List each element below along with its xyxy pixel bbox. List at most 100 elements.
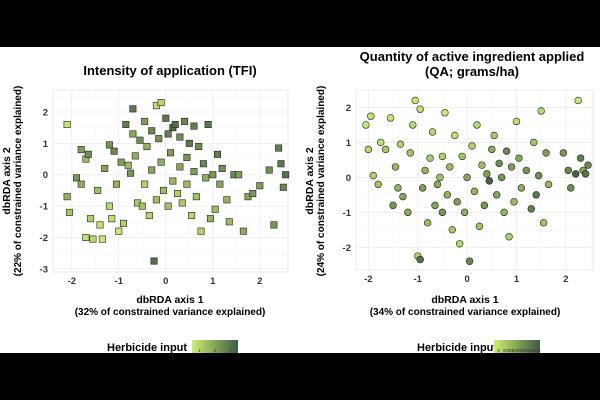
square-point: [218, 164, 226, 172]
square-point: [82, 233, 90, 241]
circle-point: [530, 138, 538, 147]
square-point: [197, 227, 205, 235]
square-point: [206, 215, 214, 223]
left-x-axis-sublabel: (32% of constrained variance explained): [75, 307, 266, 318]
y-tick-label: 2: [43, 107, 48, 118]
circle-point: [443, 191, 452, 199]
square-point: [63, 121, 71, 129]
square-point: [202, 174, 210, 182]
square-point: [178, 199, 186, 207]
left-legend-tick-labels: 1 2 3: [198, 348, 232, 353]
circle-point: [564, 166, 573, 175]
circle-point: [409, 121, 417, 129]
square-point: [124, 161, 132, 169]
x-tick-label: 1: [514, 274, 520, 285]
y-tick-label: -1: [40, 202, 49, 213]
legend-tick-label: 3: [229, 348, 232, 353]
right-y-axis-sublabel: (24% of constrained variance explained): [316, 86, 327, 277]
square-point: [190, 168, 198, 176]
circle-point: [465, 257, 474, 265]
circle-point: [458, 152, 466, 161]
square-point: [141, 180, 149, 188]
circle-point: [475, 222, 484, 231]
circle-point: [421, 166, 429, 175]
square-point: [112, 180, 120, 188]
right-legend-colorbar: [494, 340, 540, 353]
square-point: [188, 212, 196, 220]
square-point: [159, 186, 167, 194]
x-tick-label: 1: [210, 276, 216, 287]
circle-point: [539, 219, 548, 227]
circle-point: [416, 255, 424, 264]
circle-point: [537, 107, 545, 115]
y-tick-label: -2: [343, 243, 351, 254]
right-legend: Herbicide input 0 1000 2000 3000 4000: [417, 340, 541, 353]
square-point: [63, 193, 71, 201]
circle-point: [441, 109, 449, 117]
circle-point: [460, 208, 469, 217]
circle-point: [542, 149, 550, 157]
circle-point: [584, 161, 592, 169]
circle-point: [497, 173, 506, 182]
square-point: [148, 166, 156, 174]
square-point: [150, 257, 158, 265]
circle-point: [428, 128, 437, 136]
square-point: [214, 150, 222, 158]
circle-point: [572, 170, 580, 178]
circle-point: [438, 152, 447, 161]
y-tick-label: 0: [346, 173, 351, 184]
circle-point: [517, 184, 526, 192]
square-point: [204, 121, 212, 129]
x-tick-label: -1: [115, 276, 124, 287]
right-panel: Quantity of active ingredient applied (Q…: [304, 49, 594, 353]
left-legend-title: Herbicide input: [107, 342, 187, 353]
square-point: [87, 215, 95, 223]
right-title-sub: (QA; grams/ha): [425, 64, 519, 79]
circle-point: [399, 192, 407, 201]
square-point: [98, 235, 106, 243]
circle-point: [416, 105, 424, 113]
square-point: [127, 169, 135, 177]
circle-point: [478, 161, 486, 169]
x-tick-label: -1: [413, 274, 422, 285]
circle-point: [507, 163, 516, 171]
circle-point: [505, 233, 513, 241]
square-point: [122, 121, 130, 129]
square-point: [185, 139, 193, 147]
legend-tick-label: 0: [497, 348, 500, 353]
right-legend-title: Herbicide input: [417, 342, 497, 353]
circle-point: [423, 219, 432, 227]
right-plot-area: [355, 89, 594, 271]
left-legend-colorbar: [192, 340, 238, 353]
circle-point: [396, 140, 405, 148]
square-point: [190, 122, 198, 130]
circle-point: [431, 201, 439, 210]
y-tick-label: -1: [343, 208, 352, 219]
square-point: [131, 152, 139, 160]
circle-point: [559, 149, 568, 157]
square-point: [256, 182, 264, 190]
square-point: [105, 202, 113, 210]
circle-point: [493, 191, 501, 199]
circle-point: [446, 163, 454, 171]
circle-point: [544, 180, 553, 189]
left-panel: Intensity of application (TFI) -2 -1 0 1 2 -3…: [1, 63, 290, 353]
x-tick-label: -2: [364, 274, 372, 285]
square-point: [157, 158, 165, 166]
square-point: [155, 135, 163, 143]
circle-point: [470, 187, 479, 196]
legend-tick-label: 1: [198, 348, 201, 353]
square-point: [96, 221, 104, 229]
right-title: Quantity of active ingredient applied: [360, 49, 585, 64]
y-tick-label: -3: [40, 264, 48, 275]
left-y-axis-label: dbRDA axis 2: [1, 147, 13, 214]
square-point: [211, 205, 219, 213]
square-point: [129, 130, 137, 138]
square-point: [164, 130, 172, 138]
square-point: [192, 193, 200, 201]
circle-point: [406, 149, 415, 157]
circle-point: [527, 205, 535, 213]
figure-canvas: Intensity of application (TFI) -2 -1 0 1 2 -3…: [0, 47, 600, 353]
circle-point: [389, 201, 397, 210]
circle-point: [369, 171, 377, 180]
